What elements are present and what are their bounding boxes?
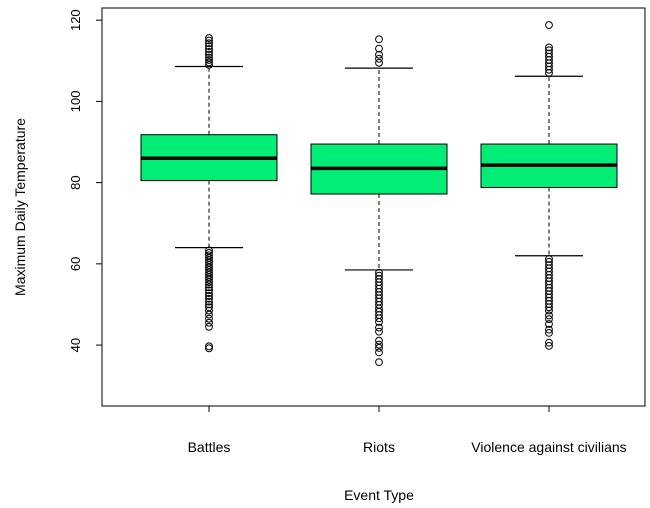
outlier-point <box>545 261 553 269</box>
outlier-point <box>375 344 383 352</box>
outlier-point <box>205 258 213 267</box>
boxes-layer <box>140 21 618 367</box>
outlier-point <box>545 328 553 337</box>
outlier-point <box>205 306 213 315</box>
outlier-point <box>545 255 553 263</box>
outlier-point <box>545 257 553 266</box>
y-axis-label: Maximum Daily Temperature <box>12 118 28 296</box>
outlier-point <box>545 46 553 55</box>
outlier-point <box>205 275 213 284</box>
outlier-point <box>205 34 213 42</box>
outlier-point <box>375 271 383 280</box>
outlier-point <box>205 253 213 262</box>
outlier-point <box>375 323 383 332</box>
outlier-point <box>205 310 213 319</box>
plot-frame <box>101 7 646 407</box>
outlier-point <box>545 311 553 320</box>
outlier-point <box>205 50 213 59</box>
outlier-point <box>545 320 553 328</box>
outlier-point <box>205 270 213 279</box>
outlier-point <box>205 39 213 48</box>
outlier-point <box>205 344 213 353</box>
outlier-point <box>205 60 213 69</box>
outlier-point <box>375 348 383 357</box>
outlier-point <box>205 342 213 351</box>
outlier-point <box>545 49 553 58</box>
outlier-point <box>205 251 213 260</box>
y-axis: 40 60 80 100 120 <box>68 9 102 352</box>
outlier-point <box>545 315 553 323</box>
outlier-point <box>205 42 213 51</box>
outlier-point <box>205 297 213 306</box>
outlier-point <box>545 325 553 334</box>
outlier-point <box>205 322 213 331</box>
outlier-point <box>205 268 213 277</box>
box-group <box>480 21 618 350</box>
outlier-point <box>205 58 213 67</box>
y-tick-label: 40 <box>68 338 83 352</box>
outlier-point <box>205 294 213 303</box>
outlier-point <box>205 283 213 292</box>
outlier-point <box>205 248 213 257</box>
outlier-point <box>205 45 213 53</box>
box-group <box>310 35 448 367</box>
outlier-point <box>545 341 553 350</box>
outlier-point <box>205 318 213 327</box>
y-tick-label: 80 <box>68 175 83 189</box>
outlier-point <box>375 327 383 336</box>
outlier-point <box>375 35 383 44</box>
outlier-point <box>205 289 213 297</box>
outlier-point <box>205 292 213 300</box>
outlier-point <box>375 44 383 53</box>
outlier-point <box>205 303 213 312</box>
outlier-point <box>205 278 213 287</box>
outlier-point <box>205 273 213 282</box>
outlier-point <box>205 47 213 56</box>
y-tick-label: 60 <box>68 257 83 271</box>
x-axis-label: Event Type <box>344 487 414 503</box>
outlier-point <box>205 300 213 309</box>
outlier-point <box>545 43 553 52</box>
outlier-point <box>205 266 213 274</box>
outlier-point <box>545 338 553 347</box>
outlier-point <box>375 268 383 277</box>
y-tick-label: 120 <box>68 9 83 31</box>
outlier-point <box>205 263 213 272</box>
x-tick-label: Violence against civilians <box>471 439 626 455</box>
outlier-point <box>375 336 383 345</box>
outlier-point <box>375 274 383 283</box>
outlier-point <box>375 358 383 367</box>
outlier-point <box>375 58 383 67</box>
outlier-point <box>205 261 213 269</box>
y-tick-label: 100 <box>68 91 83 113</box>
outlier-point <box>375 54 383 63</box>
outlier-point <box>205 286 213 295</box>
outlier-point <box>375 50 383 59</box>
outlier-point <box>545 21 553 29</box>
outlier-point <box>205 246 213 255</box>
outlier-point <box>205 56 213 64</box>
x-axis: Battles Riots Violence against civilians <box>188 406 627 455</box>
outlier-point <box>205 256 213 265</box>
x-tick-label: Battles <box>188 439 231 455</box>
outlier-point <box>205 314 213 323</box>
outlier-point <box>205 280 213 289</box>
outlier-point <box>375 340 383 349</box>
box-group <box>140 34 278 353</box>
outlier-point <box>205 36 213 45</box>
outlier-point <box>205 53 213 62</box>
x-tick-label: Riots <box>363 439 395 455</box>
